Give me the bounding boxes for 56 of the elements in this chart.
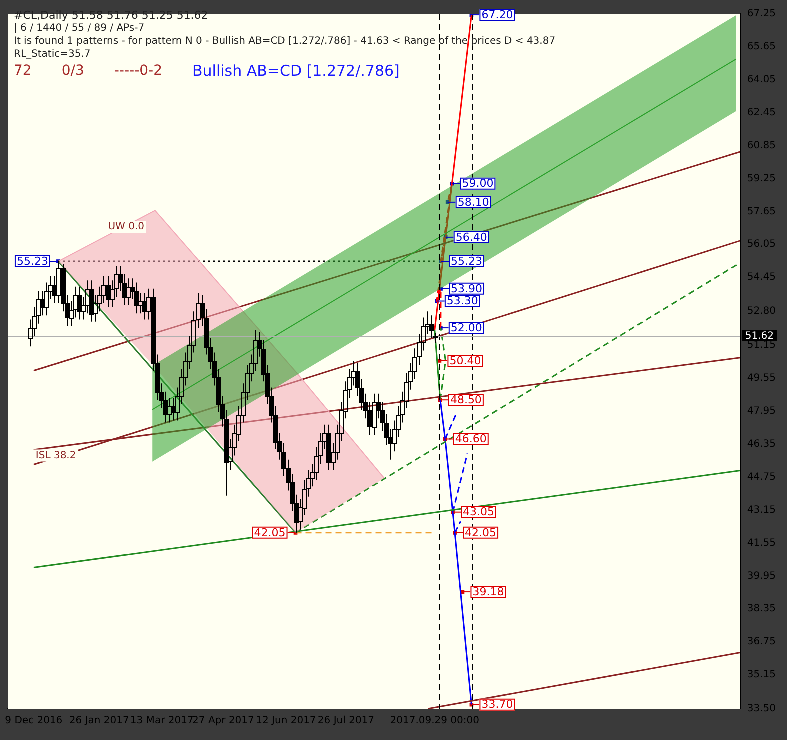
- x-tick-label: 26 Jan 2017: [69, 716, 130, 727]
- y-tick-label: 51.15: [747, 340, 776, 352]
- annotation: It is found 1 patterns - for pattern N 0 - Bullish AB=CD [1.272/.786] - 41.63 < Range of the prices D < 43.87: [14, 35, 556, 48]
- y-tick-label: 43.15: [747, 504, 776, 516]
- x-tick-label: 12 Jun 2017: [256, 716, 316, 727]
- data-label: 46.60: [455, 432, 487, 446]
- data-label: 39.18: [472, 585, 504, 598]
- y-tick-label: 52.80: [747, 306, 776, 318]
- data-label: 52.00: [450, 321, 482, 334]
- y-tick-label: 64.05: [747, 74, 776, 86]
- x-tick-label: 9 Dec 2016: [5, 716, 63, 727]
- annotation: RL_Static=35.7: [14, 48, 92, 61]
- y-tick-label: 44.75: [747, 472, 776, 483]
- data-label: 53.90: [451, 282, 483, 296]
- data-label: 42.05: [254, 526, 286, 540]
- annotation: UW 0.0: [108, 222, 144, 233]
- annotation: 0/3: [62, 62, 84, 81]
- x-tick-label: 26 Jul 2017: [318, 716, 375, 727]
- data-label: 56.40: [456, 230, 488, 244]
- data-label: 43.05: [463, 506, 495, 519]
- data-label: 48.50: [450, 393, 482, 406]
- data-label: 55.23: [16, 254, 48, 268]
- x-tick-label: 2017.09.29 00:00: [390, 716, 480, 727]
- data-label: 50.40: [450, 354, 482, 368]
- y-tick-label: 46.35: [747, 438, 776, 450]
- data-label: 58.10: [458, 196, 490, 209]
- data-label: 59.00: [462, 177, 494, 190]
- y-tick-label: 57.65: [747, 206, 776, 218]
- y-tick-label: 59.25: [747, 173, 776, 184]
- y-tick-label: 33.50: [747, 704, 776, 715]
- y-tick-label: 49.55: [747, 373, 776, 384]
- y-tick-label: 67.25: [747, 8, 776, 20]
- y-tick-label: 35.15: [747, 670, 776, 681]
- data-label: 42.05: [465, 526, 497, 540]
- y-tick-label: 47.95: [747, 406, 776, 418]
- annotation: | 6 / 1440 / 55 / 89 / APs-7: [14, 22, 146, 35]
- data-label: 67.20: [482, 8, 514, 22]
- data-label: 53.30: [446, 294, 478, 308]
- y-tick-label: 38.35: [747, 604, 776, 615]
- y-tick-label: 56.05: [747, 239, 776, 250]
- annotation: 72: [14, 62, 32, 81]
- annotation: ISL 38.2: [36, 450, 76, 462]
- y-tick-label: 62.45: [747, 107, 776, 118]
- y-tick-label: 39.95: [747, 570, 776, 582]
- data-label: 55.23: [451, 254, 483, 268]
- y-tick-label: 36.75: [747, 636, 776, 648]
- ref-line-label: 51.62: [745, 330, 774, 342]
- x-tick-label: 27 Apr 2017: [192, 716, 254, 727]
- y-tick-label: 54.45: [747, 272, 776, 284]
- annotation: -----0-2: [114, 62, 162, 81]
- annotation: Bullish AB=CD [1.272/.786]: [192, 61, 400, 81]
- data-label: 33.70: [482, 698, 514, 712]
- y-tick-label: 60.85: [747, 140, 776, 152]
- y-tick-label: 65.65: [747, 42, 776, 53]
- x-tick-label: 13 Mar 2017: [130, 716, 194, 727]
- y-tick-label: 41.55: [747, 538, 776, 549]
